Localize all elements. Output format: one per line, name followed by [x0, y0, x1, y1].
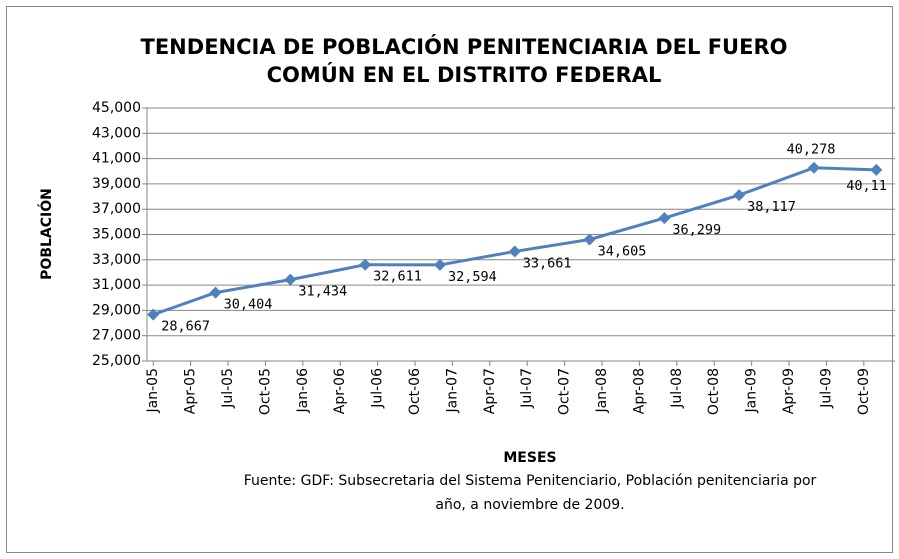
data-label: 40,11 [846, 178, 887, 194]
x-tick-label: Apr-06 [332, 368, 348, 414]
y-tick-label: 25,000 [92, 353, 141, 369]
marker [733, 189, 746, 202]
chart-border [6, 6, 893, 553]
data-label: 40,278 [787, 142, 836, 158]
marker [284, 273, 297, 286]
y-tick-label: 45,000 [92, 100, 141, 116]
x-tick-label: Oct-07 [557, 368, 573, 415]
x-axis-label: MESES [503, 450, 556, 466]
y-tick-label: 39,000 [92, 176, 141, 192]
y-axis-label: POBLACIÓN [37, 188, 55, 280]
x-tick-label: Oct-08 [706, 368, 722, 415]
marker [433, 258, 446, 271]
marker [658, 212, 671, 225]
y-tick-label: 33,000 [92, 252, 141, 268]
x-tick-label: Jan-09 [744, 368, 760, 413]
x-tick-label: Jul-06 [370, 368, 386, 409]
x-tick-label: Oct-05 [257, 368, 273, 415]
x-tick-label: Apr-07 [482, 368, 498, 414]
y-tick-label: 35,000 [92, 227, 141, 243]
data-label: 33,661 [523, 255, 572, 271]
x-tick-label: Apr-09 [781, 368, 797, 414]
data-label: 32,611 [373, 269, 422, 285]
marker [508, 245, 521, 258]
chart-title: TENDENCIA DE POBLACIÓN PENITENCIARIA DEL… [141, 34, 788, 59]
chart-title: COMÚN EN EL DISTRITO FEDERAL [267, 62, 662, 87]
y-tick-label: 31,000 [92, 277, 141, 293]
y-tick-label: 27,000 [92, 328, 141, 344]
marker [583, 233, 596, 246]
data-label: 30,404 [224, 297, 273, 313]
x-tick-label: Jul-07 [519, 368, 535, 409]
data-label: 31,434 [298, 284, 347, 300]
x-tick-label: Jul-05 [220, 368, 236, 409]
x-tick-label: Jan-05 [145, 368, 161, 413]
data-label: 28,667 [161, 319, 210, 335]
data-label: 34,605 [598, 243, 647, 259]
x-tick-label: Apr-05 [183, 368, 199, 414]
x-tick-label: Jul-09 [818, 368, 834, 409]
data-label: 36,299 [672, 222, 721, 238]
marker [209, 286, 222, 299]
source-note: año, a noviembre de 2009. [435, 497, 624, 513]
source-note: Fuente: GDF: Subsecretaria del Sistema P… [244, 473, 817, 489]
marker [147, 308, 160, 321]
x-tick-label: Jan-07 [444, 368, 460, 413]
data-label: 32,594 [448, 269, 497, 285]
x-tick-label: Oct-06 [407, 368, 423, 415]
x-tick-label: Oct-09 [856, 368, 872, 415]
x-tick-label: Apr-08 [631, 368, 647, 414]
y-tick-label: 43,000 [92, 125, 141, 141]
x-tick-label: Jan-06 [295, 368, 311, 414]
marker [870, 163, 883, 176]
y-tick-label: 41,000 [92, 151, 141, 167]
x-tick-label: Jan-08 [594, 368, 610, 413]
y-tick-label: 37,000 [92, 201, 141, 217]
marker [807, 161, 820, 174]
marker [359, 258, 372, 271]
data-label: 38,117 [747, 199, 796, 215]
y-tick-label: 29,000 [92, 302, 141, 318]
x-tick-label: Jul-08 [669, 368, 685, 409]
